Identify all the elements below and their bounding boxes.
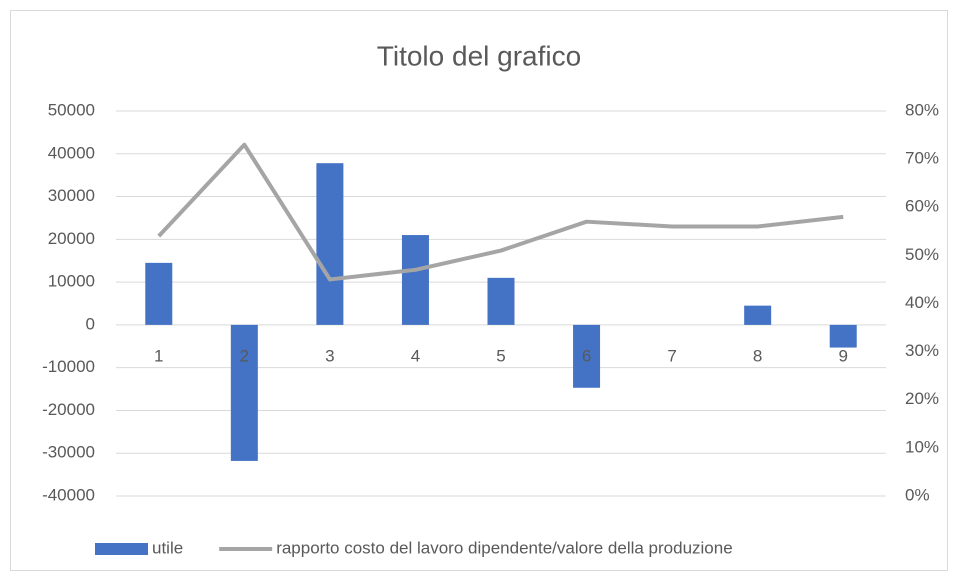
x-tick-label: 9 xyxy=(838,346,847,365)
bar xyxy=(401,235,429,325)
x-tick-label: 2 xyxy=(240,346,249,365)
y-tick-label: -40000 xyxy=(42,485,95,504)
bar xyxy=(744,305,772,325)
x-tick-label: 1 xyxy=(154,346,163,365)
y2-tick-label: 10% xyxy=(905,437,939,456)
x-tick-label: 8 xyxy=(753,346,762,365)
y-tick-label: -20000 xyxy=(42,400,95,419)
y-tick-label: -10000 xyxy=(42,357,95,376)
bar xyxy=(145,262,173,325)
y2-tick-label: 80% xyxy=(905,100,939,119)
y2-tick-label: 40% xyxy=(905,293,939,312)
bar xyxy=(573,324,601,388)
x-tick-label: 3 xyxy=(325,346,334,365)
y2-tick-label: 30% xyxy=(905,341,939,360)
x-tick-label: 7 xyxy=(667,346,676,365)
x-tick-label: 5 xyxy=(496,346,505,365)
y-tick-label: 0 xyxy=(86,314,95,333)
x-tick-label: 4 xyxy=(411,346,420,365)
legend-label: rapporto costo del lavoro dipendente/val… xyxy=(276,538,732,557)
bar xyxy=(487,277,515,325)
bar xyxy=(316,163,344,325)
bar xyxy=(230,324,258,461)
y2-tick-label: 0% xyxy=(905,485,930,504)
y2-tick-label: 20% xyxy=(905,389,939,408)
line xyxy=(157,142,844,282)
y2-tick-label: 60% xyxy=(905,197,939,216)
legend-label: utile xyxy=(152,538,183,557)
y-tick-label: -30000 xyxy=(42,443,95,462)
y2-tick-label: 70% xyxy=(905,149,939,168)
chart-title: Titolo del grafico xyxy=(377,40,581,71)
bar xyxy=(829,324,857,348)
y-tick-label: 10000 xyxy=(48,272,95,291)
y2-tick-label: 50% xyxy=(905,245,939,264)
x-tick-label: 6 xyxy=(582,346,591,365)
y-tick-label: 50000 xyxy=(48,100,95,119)
y-tick-label: 40000 xyxy=(48,143,95,162)
y-tick-label: 20000 xyxy=(48,229,95,248)
legend-swatch xyxy=(95,543,148,555)
y-tick-label: 30000 xyxy=(48,186,95,205)
